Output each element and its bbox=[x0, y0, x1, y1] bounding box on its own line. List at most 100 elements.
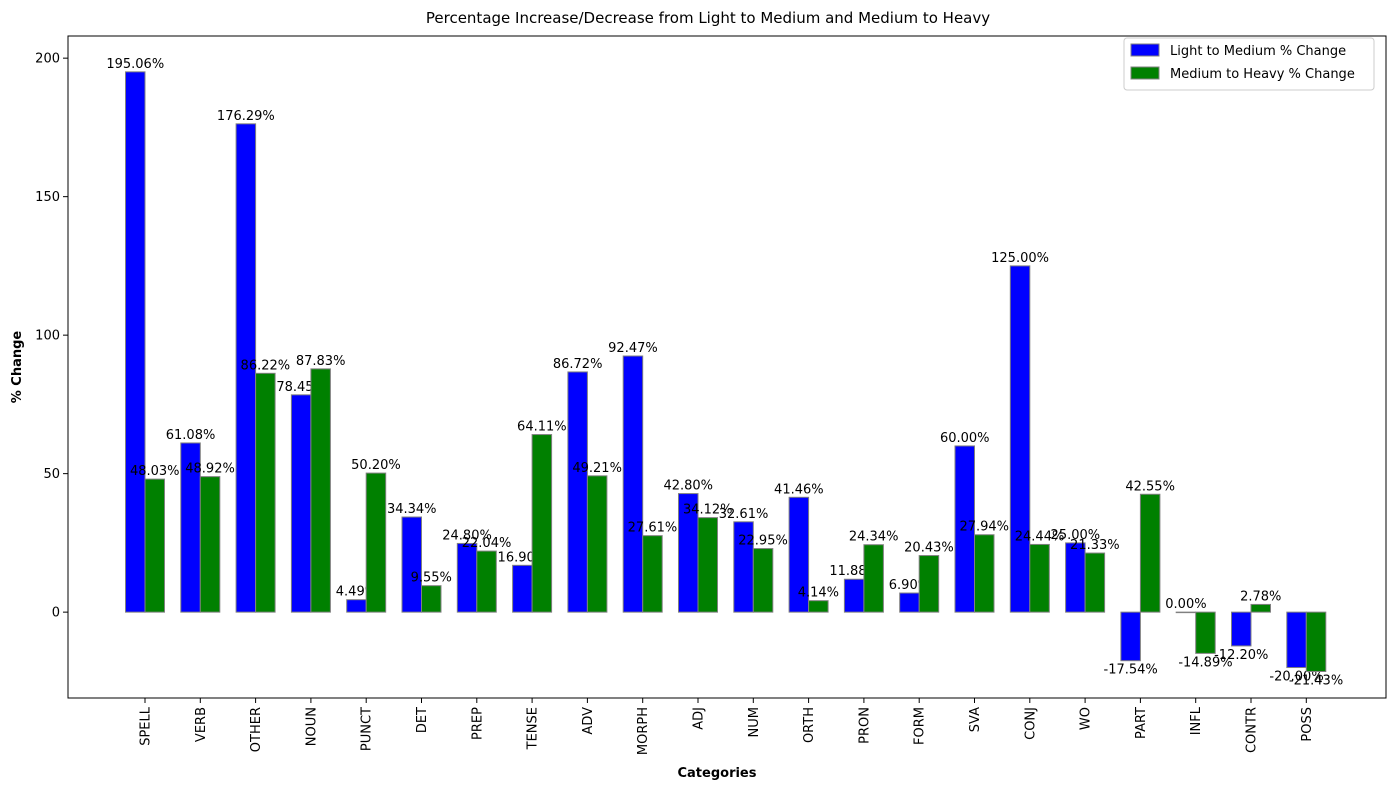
x-tick-label: INFL bbox=[1189, 706, 1204, 735]
bar bbox=[863, 544, 884, 613]
data-label: 92.47% bbox=[608, 341, 658, 356]
bar bbox=[1084, 552, 1106, 613]
data-label: 22.04% bbox=[462, 536, 512, 551]
x-tick-label: SVA bbox=[968, 707, 983, 732]
data-label: 22.95% bbox=[738, 534, 788, 549]
x-tick-label: WO bbox=[1079, 707, 1094, 730]
bar bbox=[1305, 611, 1327, 672]
data-label: 24.34% bbox=[849, 530, 899, 545]
bar bbox=[476, 550, 497, 613]
data-label: 50.20% bbox=[351, 458, 401, 473]
x-tick-label: MORPH bbox=[636, 707, 651, 755]
bar bbox=[622, 355, 644, 613]
data-label: 9.55% bbox=[411, 571, 452, 586]
bar bbox=[235, 123, 257, 613]
data-label: 24.44% bbox=[1015, 529, 1065, 544]
bar bbox=[1065, 542, 1086, 613]
bar bbox=[899, 592, 920, 613]
data-label: 64.11% bbox=[517, 420, 567, 435]
bar bbox=[346, 599, 367, 613]
data-label: 20.43% bbox=[904, 541, 954, 556]
y-tick-label: 50 bbox=[43, 467, 60, 482]
y-axis-title: % Change bbox=[10, 331, 25, 404]
x-tick-label: PART bbox=[1134, 707, 1149, 739]
legend: Light to Medium % Change Medium to Heavy… bbox=[1123, 37, 1375, 91]
bar bbox=[1286, 611, 1307, 669]
data-label: 2.78% bbox=[1240, 589, 1281, 604]
x-tick-label: PRON bbox=[857, 707, 872, 744]
x-tick-label: POSS bbox=[1300, 707, 1315, 742]
bar bbox=[144, 478, 165, 613]
chart-title: Percentage Increase/Decrease from Light … bbox=[426, 9, 990, 27]
bar bbox=[974, 534, 995, 613]
bar bbox=[642, 535, 663, 613]
data-label: 61.08% bbox=[166, 428, 216, 443]
legend-swatch-light-to-medium bbox=[1130, 43, 1160, 57]
x-tick-label: TENSE bbox=[526, 707, 541, 750]
bar bbox=[1139, 493, 1161, 613]
data-label: 195.06% bbox=[106, 57, 164, 72]
data-label: 41.46% bbox=[774, 482, 824, 497]
data-label: 48.03% bbox=[130, 464, 180, 479]
x-axis-title: Categories bbox=[677, 766, 756, 781]
bar bbox=[310, 368, 331, 613]
bar bbox=[290, 394, 312, 613]
bar bbox=[586, 475, 608, 613]
x-tick-label: PREP bbox=[470, 707, 485, 740]
data-label: -21.43% bbox=[1289, 673, 1343, 688]
y-tick-label: 150 bbox=[35, 190, 60, 205]
bar bbox=[1009, 265, 1031, 613]
legend-label-medium-to-heavy: Medium to Heavy % Change bbox=[1170, 67, 1355, 82]
data-label: 27.94% bbox=[959, 520, 1009, 535]
x-tick-label: NOUN bbox=[304, 707, 319, 746]
data-label: 4.14% bbox=[798, 586, 839, 601]
x-tick-label: CONTR bbox=[1245, 707, 1260, 753]
bar bbox=[788, 496, 810, 613]
data-label: -17.54% bbox=[1104, 663, 1158, 678]
data-label: 42.55% bbox=[1125, 479, 1175, 494]
data-label: 48.92% bbox=[185, 462, 235, 477]
data-label: 34.12% bbox=[683, 503, 733, 518]
x-tick-label: OTHER bbox=[249, 707, 264, 752]
bar bbox=[697, 517, 718, 613]
y-tick-label: 0 bbox=[52, 606, 60, 621]
bar bbox=[1120, 611, 1141, 662]
bar bbox=[918, 555, 940, 613]
x-tick-label: NUM bbox=[747, 707, 762, 737]
x-tick-label: SPELL bbox=[139, 706, 154, 746]
data-label: 34.34% bbox=[387, 502, 437, 517]
x-tick-label: CONJ bbox=[1023, 707, 1038, 740]
data-label: 49.21% bbox=[572, 461, 622, 476]
bar bbox=[456, 542, 478, 613]
y-tick-label: 200 bbox=[35, 52, 60, 67]
data-label: 86.22% bbox=[241, 358, 291, 373]
data-label: 32.61% bbox=[719, 507, 769, 522]
y-tick-label: 100 bbox=[35, 329, 60, 344]
bar bbox=[1231, 611, 1252, 647]
plot-frame bbox=[67, 35, 1387, 699]
bar bbox=[1029, 543, 1050, 613]
bar bbox=[1175, 611, 1197, 614]
bar bbox=[567, 371, 588, 613]
legend-swatch-medium-to-heavy bbox=[1130, 66, 1160, 80]
bar bbox=[954, 445, 975, 613]
data-label: -14.89% bbox=[1178, 655, 1232, 670]
bar bbox=[808, 600, 829, 613]
legend-box bbox=[1123, 37, 1375, 91]
data-label: 21.33% bbox=[1070, 538, 1120, 553]
x-tick-label: ADJ bbox=[692, 707, 707, 730]
bar bbox=[365, 472, 387, 613]
bar bbox=[1250, 603, 1271, 613]
data-label: 42.80% bbox=[663, 479, 713, 494]
bar bbox=[531, 434, 553, 613]
data-label: 60.00% bbox=[940, 431, 990, 446]
data-label: 86.72% bbox=[553, 357, 603, 372]
data-label: 125.00% bbox=[991, 251, 1049, 266]
x-tick-label: FORM bbox=[913, 707, 928, 745]
x-tick-label: ADV bbox=[581, 707, 596, 735]
bar bbox=[199, 476, 221, 613]
bar bbox=[125, 71, 146, 613]
bar bbox=[843, 578, 865, 613]
data-label: 0.00% bbox=[1165, 597, 1206, 612]
